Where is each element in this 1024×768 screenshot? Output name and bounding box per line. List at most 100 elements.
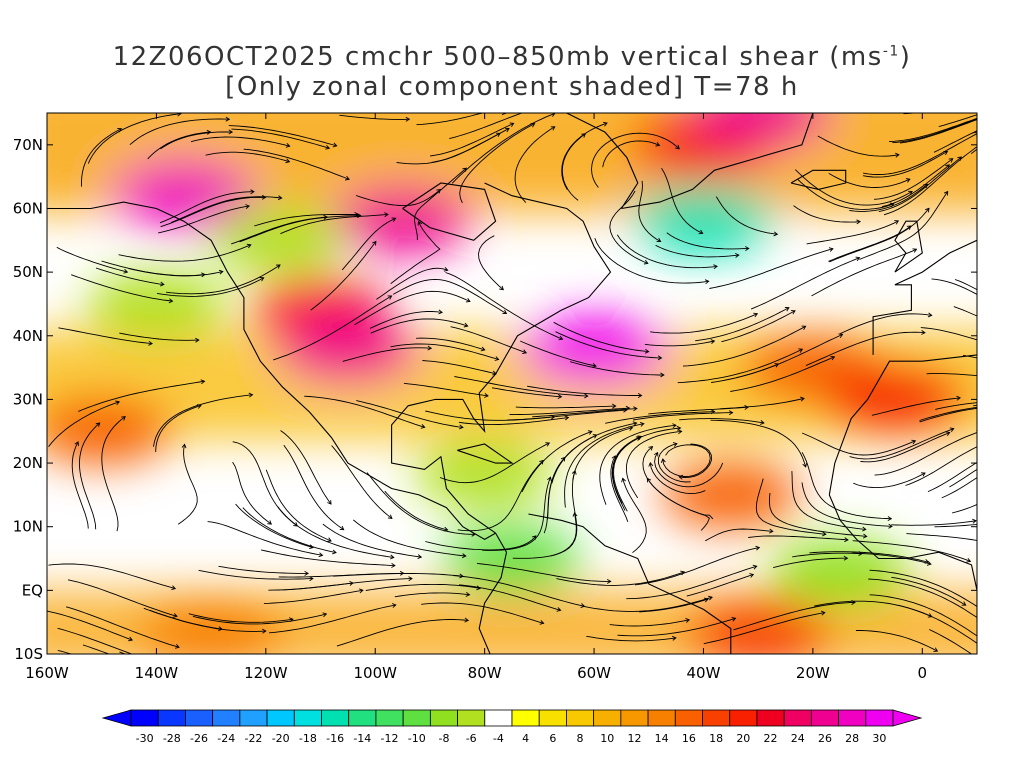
streamline	[794, 169, 913, 206]
streamline	[341, 217, 396, 271]
streamline	[686, 574, 754, 597]
streamline-arrow	[911, 439, 917, 445]
streamline	[891, 576, 966, 606]
streamline	[768, 492, 867, 537]
streamline	[550, 470, 578, 557]
streamline	[458, 584, 561, 611]
coastline-2	[621, 113, 814, 210]
lat-tick-label: 10S	[14, 645, 43, 663]
streamline	[310, 241, 377, 311]
streamline-arrow	[250, 189, 255, 195]
colorbar-swatch	[783, 709, 812, 727]
streamline-arrow	[735, 252, 740, 258]
streamline	[703, 612, 825, 645]
streamline-arrow	[639, 421, 645, 427]
streamline-arrow	[637, 435, 643, 440]
streamline-arrow	[755, 545, 761, 551]
streamline	[569, 361, 664, 376]
lon-tick-label: 80W	[468, 664, 502, 682]
streamline	[926, 373, 977, 377]
streamline	[878, 156, 962, 213]
colorbar-label: -20	[272, 732, 290, 745]
streamline-arrow	[438, 309, 443, 315]
streamline-arrow	[855, 256, 861, 262]
streamline	[625, 430, 682, 499]
colorbar-label: 14	[655, 732, 669, 745]
streamline-arrow	[557, 394, 563, 400]
streamline	[609, 619, 690, 627]
streamline-arrow	[436, 189, 442, 194]
streamline-arrow	[293, 522, 298, 527]
streamline-arrow	[181, 443, 187, 449]
streamline	[231, 216, 328, 245]
streamline-arrow	[943, 190, 949, 196]
streamline	[612, 436, 641, 504]
streamline	[78, 422, 100, 530]
streamline	[425, 410, 555, 421]
colorbar-label: -8	[438, 732, 449, 745]
title-text-end: )	[899, 42, 912, 72]
streamline-arrow	[304, 571, 309, 576]
streamline-arrow	[228, 129, 234, 135]
streamline	[57, 627, 134, 654]
streamline	[617, 617, 736, 637]
streamline-arrow	[494, 356, 500, 361]
streamline	[873, 158, 953, 200]
streamline	[849, 428, 954, 460]
streamline	[941, 477, 977, 499]
streamline-arrow	[123, 268, 129, 274]
streamline	[543, 457, 566, 534]
streamline-arrow	[894, 220, 900, 225]
streamline-arrow	[417, 220, 423, 226]
colorbar-max-arrow	[892, 709, 923, 727]
shear-region-18	[206, 206, 347, 275]
map-title-line-1: 12Z06OCT2025 cmchr 500–850mb vertical sh…	[0, 42, 1024, 72]
streamline	[859, 191, 949, 260]
streamline	[156, 277, 264, 297]
streamline	[733, 601, 856, 631]
streamline	[82, 644, 111, 654]
streamline	[304, 395, 425, 428]
streamline-arrow	[592, 434, 598, 439]
streamline-arrow	[906, 225, 912, 230]
streamline	[242, 507, 337, 554]
colorbar-label: 8	[577, 732, 584, 745]
streamline-arrow	[753, 312, 759, 318]
lat-tick-label: 50N	[13, 263, 43, 281]
streamline-arrow	[495, 132, 501, 138]
streamline-arrow	[926, 560, 932, 566]
streamline	[263, 589, 363, 604]
streamline	[906, 533, 977, 541]
coastline-11	[457, 443, 514, 464]
streamline	[801, 432, 916, 456]
streamline-arrow	[339, 525, 345, 531]
colorbar-swatch	[375, 709, 404, 727]
streamline	[715, 196, 778, 235]
colorbar-label: 12	[627, 732, 641, 745]
streamline	[445, 272, 563, 340]
streamline	[805, 331, 925, 367]
streamline-arrow	[499, 285, 504, 291]
streamline-arrow	[356, 213, 362, 219]
shear-region-4	[277, 314, 418, 383]
coastline-4	[478, 532, 508, 654]
streamline-arrow	[387, 295, 393, 300]
colorbar-swatch	[212, 709, 241, 727]
streamline	[454, 376, 588, 397]
colorbar-swatch	[566, 709, 595, 727]
colorbar-label: 26	[818, 732, 832, 745]
streamline	[47, 610, 133, 641]
streamline	[622, 478, 647, 554]
streamline	[811, 248, 917, 297]
streamline-arrow	[427, 345, 433, 351]
streamline	[95, 267, 164, 285]
streamline	[954, 279, 977, 291]
streamline	[929, 629, 973, 654]
streamline	[869, 569, 977, 608]
streamline	[260, 549, 395, 567]
streamline-arrow	[974, 132, 977, 137]
streamline	[119, 332, 199, 341]
streamline	[355, 189, 441, 207]
colorbar-min-arrow	[101, 709, 132, 727]
streamline	[333, 573, 464, 577]
